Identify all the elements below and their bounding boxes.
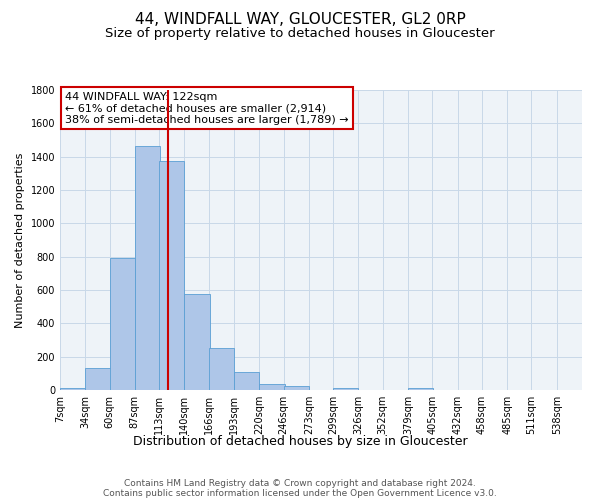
Bar <box>333 388 358 390</box>
Bar <box>284 386 309 390</box>
Bar <box>159 161 184 390</box>
Bar <box>259 384 284 390</box>
Bar <box>85 368 110 390</box>
Text: Contains public sector information licensed under the Open Government Licence v3: Contains public sector information licen… <box>103 488 497 498</box>
Bar <box>184 294 209 390</box>
Text: Size of property relative to detached houses in Gloucester: Size of property relative to detached ho… <box>105 28 495 40</box>
Bar <box>209 348 234 390</box>
Bar <box>135 146 160 390</box>
Bar <box>60 388 85 390</box>
Text: Contains HM Land Registry data © Crown copyright and database right 2024.: Contains HM Land Registry data © Crown c… <box>124 478 476 488</box>
Bar <box>234 372 259 390</box>
Y-axis label: Number of detached properties: Number of detached properties <box>15 152 25 328</box>
Bar <box>110 258 135 390</box>
Text: 44 WINDFALL WAY: 122sqm
← 61% of detached houses are smaller (2,914)
38% of semi: 44 WINDFALL WAY: 122sqm ← 61% of detache… <box>65 92 349 124</box>
Bar <box>408 388 433 390</box>
Text: Distribution of detached houses by size in Gloucester: Distribution of detached houses by size … <box>133 435 467 448</box>
Text: 44, WINDFALL WAY, GLOUCESTER, GL2 0RP: 44, WINDFALL WAY, GLOUCESTER, GL2 0RP <box>134 12 466 28</box>
